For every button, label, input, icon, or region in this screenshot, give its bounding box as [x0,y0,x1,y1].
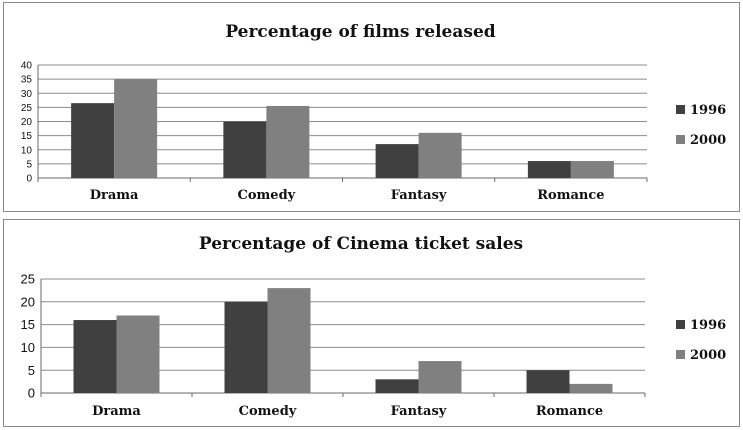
films-category-label: Fantasy [391,188,447,203]
films-bar-fantasy-1996 [375,144,419,178]
films-y-tick-label: 5 [26,159,32,170]
sales-bar-comedy-1996 [224,301,268,393]
sales-y-tick-label: 5 [28,363,35,378]
films-bar-fantasy-2000 [418,132,462,178]
sales-bar-comedy-2000 [267,288,311,393]
sales-legend-label-2000: 2000 [690,348,726,363]
films-y-tick-label: 0 [26,174,32,185]
films-y-tick-label: 30 [21,89,33,100]
films-bar-romance-2000 [570,161,614,178]
films-category-label: Comedy [238,188,296,203]
films-y-tick-label: 15 [21,131,33,142]
films-bar-comedy-2000 [266,105,310,178]
films-bar-drama-2000 [114,79,158,178]
sales-y-tick-label: 0 [28,386,35,401]
sales-bar-romance-2000 [569,383,613,393]
films-bar-romance-1996 [527,161,571,178]
films-y-tick-label: 10 [21,145,33,156]
films-legend-swatch-2000 [676,135,685,144]
sales-y-tick-label: 25 [21,272,35,287]
films-legend-label-1996: 1996 [690,103,726,118]
films-y-tick-label: 35 [21,75,33,86]
films-bar-drama-1996 [71,103,115,178]
films-bar-comedy-1996 [223,121,267,178]
sales-y-tick-label: 10 [21,340,35,355]
films-legend-label-2000: 2000 [690,133,726,148]
sales-category-label: Comedy [239,404,297,419]
films-released-chart: Percentage of films released 0 5 10 15 20 25 30… [3,2,740,212]
films-released-chart-svg: Percentage of films released 0 5 10 15 20 25 30… [21,22,726,203]
films-category-label: Romance [537,188,604,203]
ticket-sales-chart: Percentage of Cinema ticket sales 0 5 10 15 2… [3,219,740,427]
films-y-tick-label: 25 [21,103,33,114]
sales-category-label: Romance [536,404,603,419]
sales-category-label: Fantasy [391,404,447,419]
sales-legend-label-1996: 1996 [690,318,726,333]
sales-category-label: Drama [92,404,141,419]
sales-y-tick-label: 15 [21,317,35,332]
films-y-tick-label: 20 [21,117,33,128]
films-title: Percentage of films released [225,22,495,42]
sales-bar-fantasy-2000 [418,361,462,393]
sales-bar-romance-1996 [526,370,570,393]
sales-bar-drama-2000 [116,315,160,393]
sales-title: Percentage of Cinema ticket sales [199,234,523,254]
sales-legend-swatch-1996 [676,320,685,329]
sales-legend-swatch-2000 [676,350,685,359]
films-category-label: Drama [90,188,139,203]
sales-bar-drama-1996 [73,320,117,393]
ticket-sales-chart-svg: Percentage of Cinema ticket sales 0 5 10 15 2… [21,234,727,419]
sales-bar-fantasy-1996 [375,379,419,393]
films-y-tick-label: 40 [21,61,33,72]
sales-y-tick-label: 20 [21,294,35,309]
films-legend-swatch-1996 [676,105,685,114]
